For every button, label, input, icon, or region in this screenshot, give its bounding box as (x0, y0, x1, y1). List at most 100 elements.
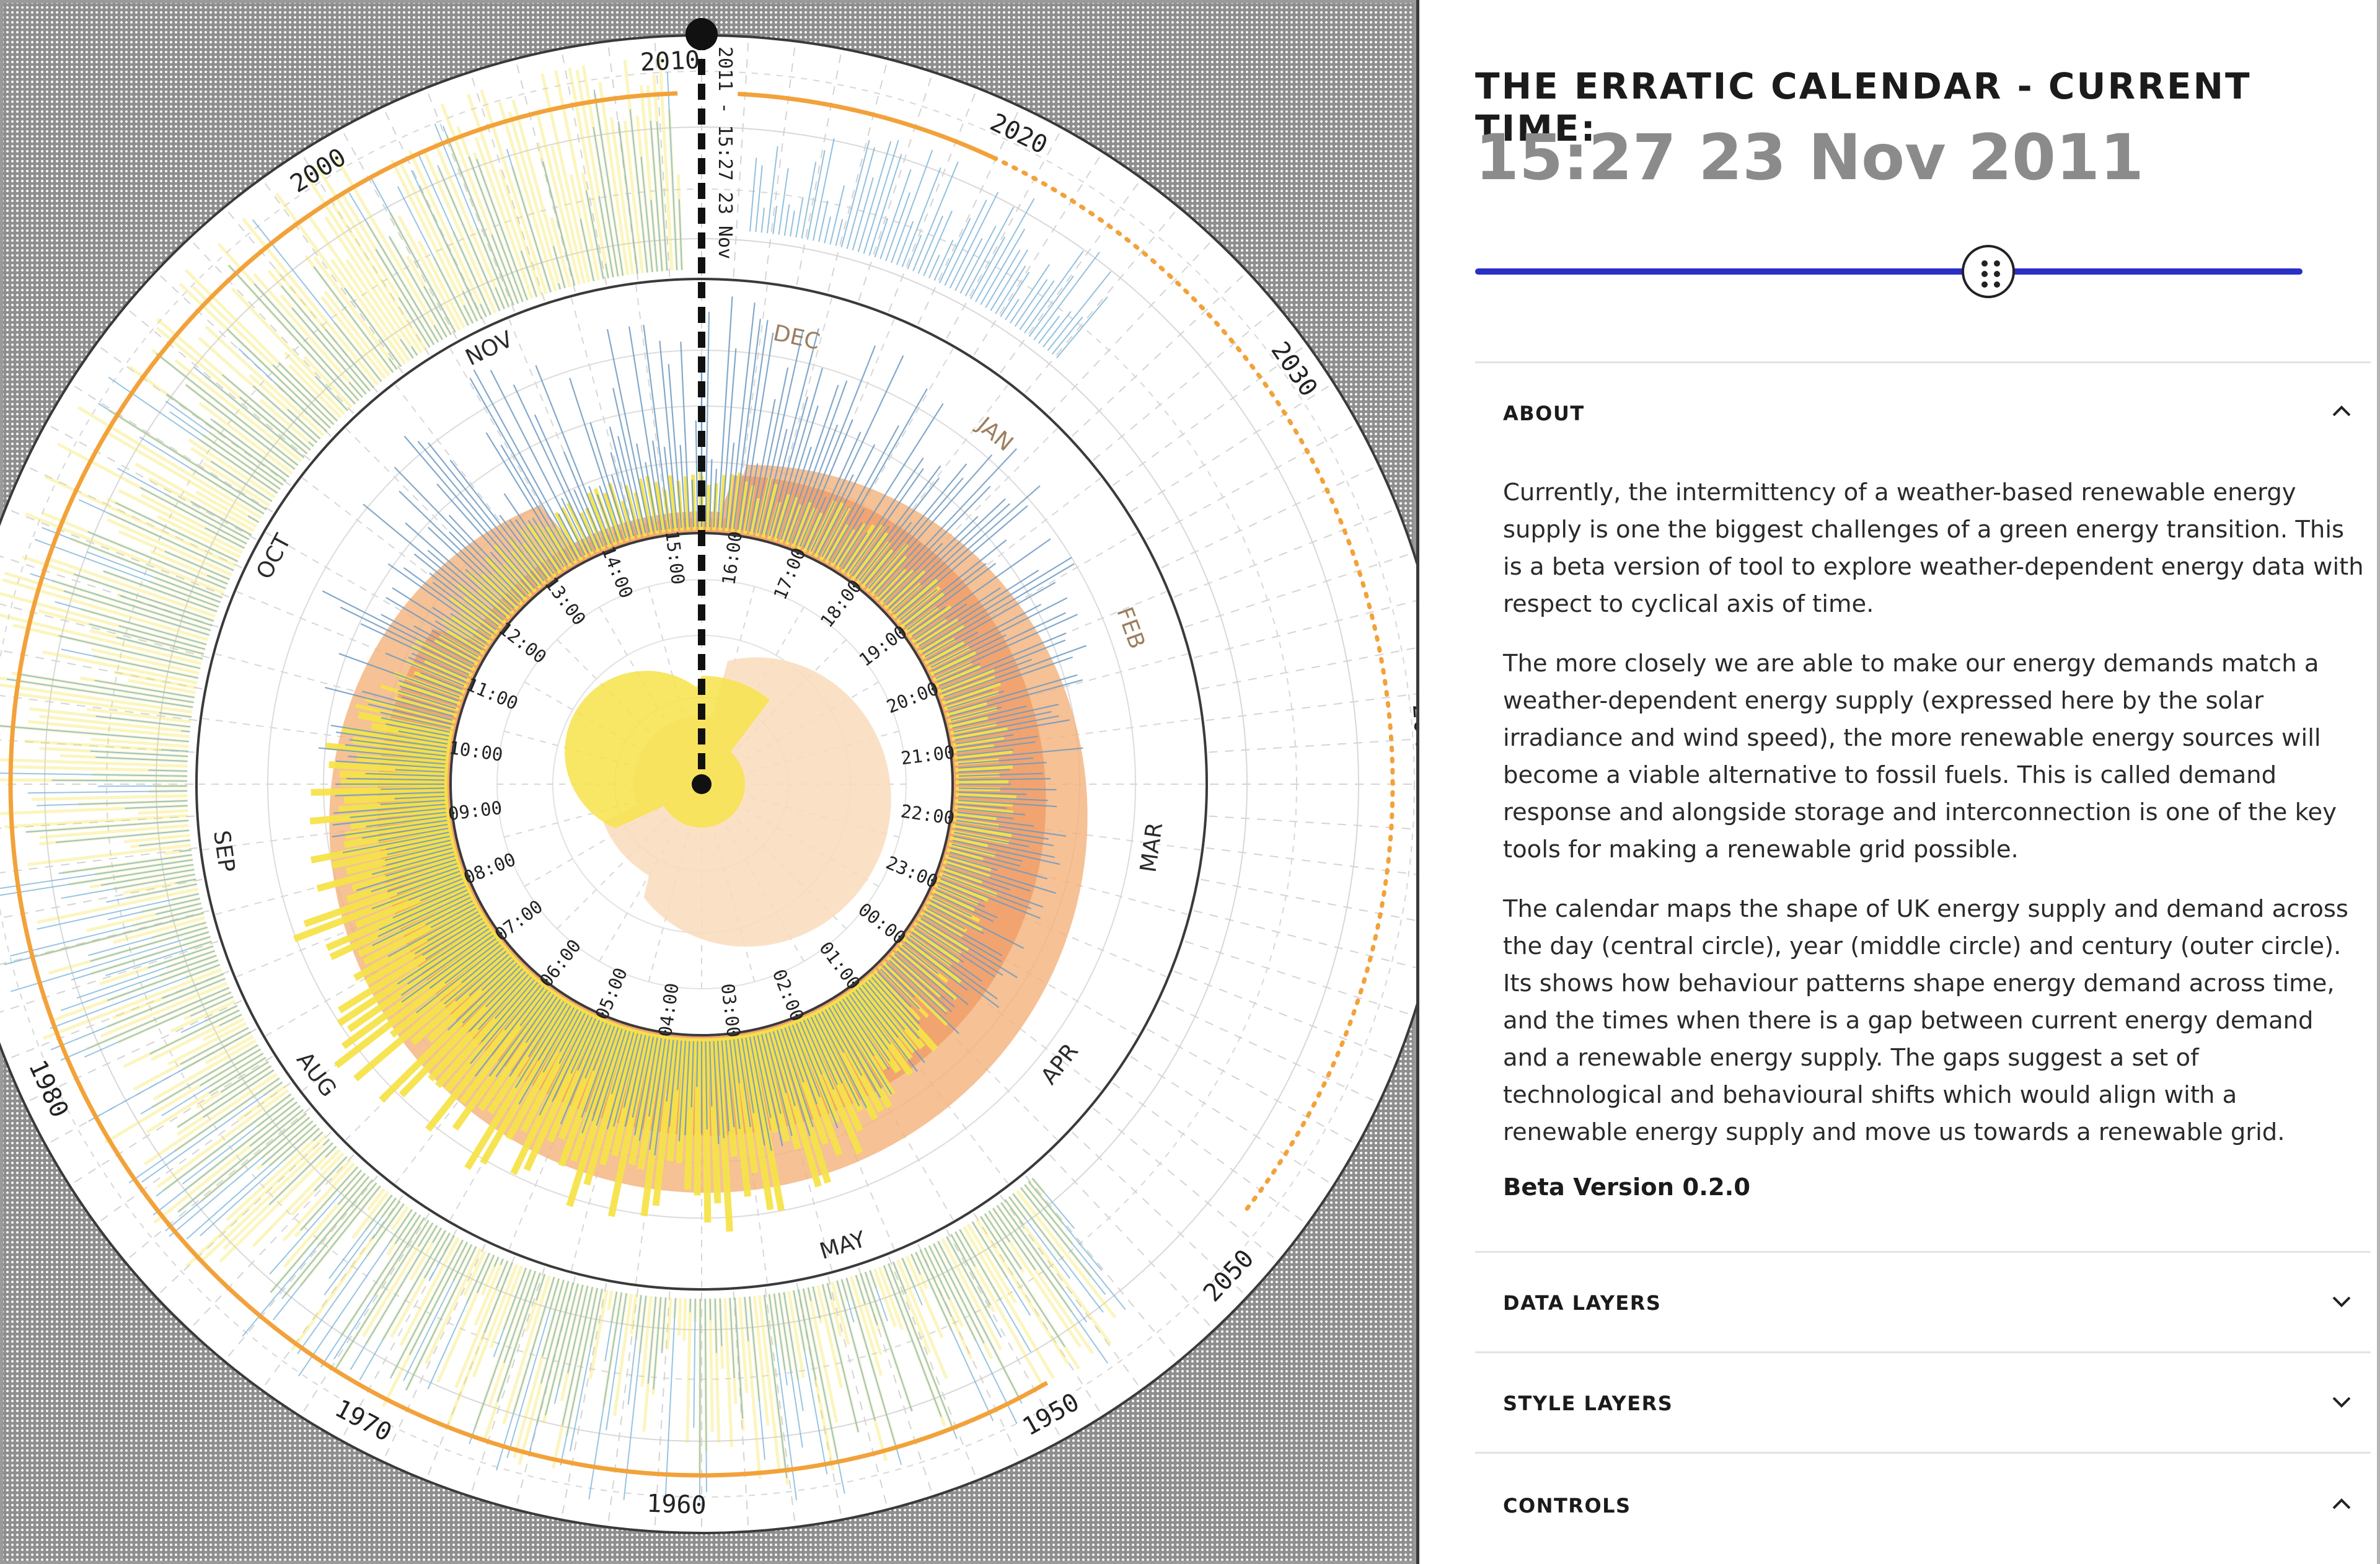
century-wind-trace (664, 1297, 677, 1498)
year-solar-bar (485, 557, 528, 602)
year-solar-bar (852, 984, 913, 1061)
time-slider-thumb[interactable] (1961, 245, 2015, 298)
year-wind-line (633, 1036, 654, 1136)
time-slider-track[interactable] (1475, 268, 2303, 275)
year-solar-bar (953, 744, 995, 754)
century-solar-bar (303, 355, 353, 409)
year-wind-line (957, 749, 1013, 757)
year-solar-bar (566, 502, 594, 555)
century-solar-bar (27, 843, 192, 867)
century-wind-trace (879, 169, 912, 260)
century-wind-trace (1000, 272, 1030, 317)
year-wind-line (935, 614, 1078, 679)
year-solar-bar (842, 992, 901, 1074)
century-solar-bar (252, 1152, 345, 1248)
data-layers-header[interactable]: DATA LAYERS (1503, 1291, 1662, 1315)
year-wind-line (695, 420, 699, 528)
time-hand[interactable]: 2011 - 15:27 23 Nov (685, 18, 736, 794)
year-wind-line (469, 957, 512, 997)
year-solar-bar (745, 1033, 785, 1211)
year-solar-bar (628, 1033, 659, 1165)
year-solar-bar (798, 1016, 863, 1155)
year-wind-line (934, 893, 994, 922)
year-wind-line (596, 494, 615, 542)
year-wind-line (322, 590, 473, 668)
time-slider[interactable] (1475, 245, 2303, 301)
year-wind-line (874, 543, 922, 594)
century-wind-trace (755, 165, 763, 232)
year-wind-line (381, 787, 445, 790)
radial-calendar-svg[interactable]: 2010202020302040205020001990198019701960… (0, 0, 1416, 1564)
century-solar-bar (966, 1223, 1017, 1304)
century-wind-trace (661, 1297, 667, 1354)
year-wind-line (741, 332, 774, 531)
century-grid-spoke (1174, 970, 1396, 1060)
year-wind-line (401, 696, 455, 714)
century-wind-trace (190, 501, 252, 536)
century-wind-trace (540, 1281, 570, 1384)
year-wind-line (558, 513, 582, 557)
year-wind-line (469, 982, 539, 1064)
century-grid-spoke (1147, 1028, 1357, 1145)
century-solar-bar (806, 1287, 839, 1423)
century-grid-spoke (1209, 738, 1416, 753)
century-wind-trace (793, 1290, 828, 1475)
year-wind-line (534, 414, 597, 550)
year-wind-line (380, 799, 445, 805)
year-wind-line (628, 326, 663, 531)
chevron-up-icon[interactable] (2331, 404, 2352, 418)
chevron-down-icon[interactable] (2331, 1295, 2352, 1309)
year-wind-line (943, 645, 1086, 698)
year-wind-line (659, 340, 679, 528)
century-wind-trace (100, 868, 195, 886)
century-wind-trace (885, 192, 911, 262)
year-wind-line (880, 968, 920, 1010)
controls-header[interactable]: CONTROLS (1503, 1494, 1631, 1518)
year-solar-bar (930, 651, 977, 676)
year-wind-line (663, 446, 674, 529)
century-wind-trace (604, 1291, 617, 1361)
century-solar-bar (787, 1291, 805, 1378)
century-solar-bar (50, 557, 216, 618)
century-grid-spoke (1000, 1195, 1142, 1389)
century-wind-trace (34, 539, 219, 608)
century-wind-trace (90, 926, 208, 962)
century-wind-trace (1004, 1199, 1025, 1226)
style-layers-header[interactable]: STYLE LAYERS (1503, 1392, 1673, 1415)
century-solar-bar (489, 1265, 523, 1349)
year-wind-line (668, 364, 682, 528)
about-paragraph-1: Currently, the intermittency of a weathe… (1503, 479, 2364, 618)
year-wind-line (385, 652, 465, 687)
century-wind-trace (71, 936, 211, 981)
century-wind-trace (210, 461, 273, 502)
year-wind-line (490, 551, 529, 594)
century-wind-trace (281, 285, 371, 392)
century-wind-trace (0, 859, 193, 890)
year-wind-line (462, 965, 521, 1024)
year-wind-line (955, 734, 1014, 745)
century-wind-trace (348, 382, 363, 398)
century-wind-trace (348, 192, 439, 343)
century-grid-spoke (973, 1213, 1103, 1415)
century-wind-trace (139, 839, 191, 847)
calendar-visualization[interactable]: 2010202020302040205020001990198019701960… (0, 0, 1416, 1564)
year-wind-line (606, 329, 650, 532)
century-wind-trace (988, 1210, 1011, 1243)
year-wind-line (958, 757, 1034, 765)
year-wind-line (365, 772, 445, 777)
century-solar-bar (282, 1162, 356, 1242)
year-wind-line (871, 976, 919, 1031)
chevron-down-icon[interactable] (2331, 1395, 2352, 1409)
century-solar-bar (167, 1022, 247, 1066)
year-wind-line (940, 639, 1066, 691)
year-wind-line (760, 428, 788, 534)
century-wind-trace (103, 570, 218, 612)
century-grid-spoke (654, 1291, 671, 1530)
year-wind-line (623, 1034, 643, 1108)
chevron-up-icon[interactable] (2331, 1497, 2352, 1511)
time-hand-handle[interactable] (685, 18, 718, 50)
century-solar-bar (205, 1035, 254, 1065)
century-wind-trace (25, 820, 189, 833)
about-header[interactable]: ABOUT (1503, 402, 1585, 425)
year-solar-bar (954, 805, 1013, 815)
